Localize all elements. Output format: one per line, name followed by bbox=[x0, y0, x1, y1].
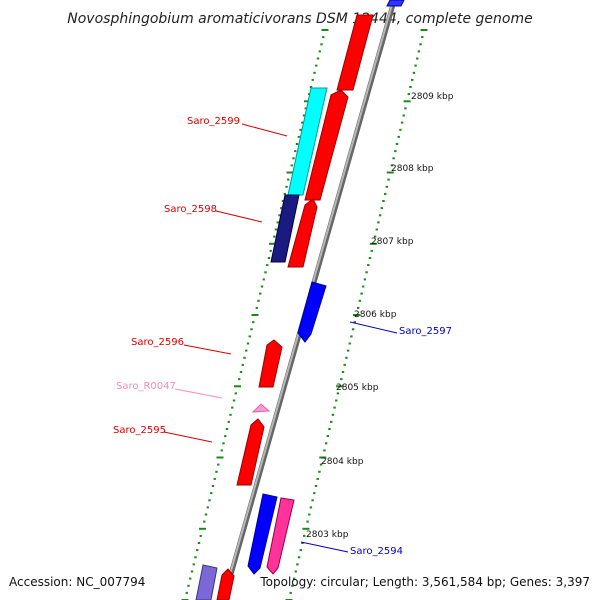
scale-labels: 2809 kbp 2808 kbp 2807 kbp 2806 kbp 2805… bbox=[306, 92, 454, 540]
gene-arrow-saro-2594-blue[interactable] bbox=[247, 493, 278, 575]
accession-text: Accession: NC_007794 bbox=[9, 575, 145, 589]
scale-label: 2807 kbp bbox=[371, 237, 414, 247]
gene-arrow-saro-2596[interactable] bbox=[258, 339, 283, 388]
map-title: Novosphingobium aromaticivorans DSM 1244… bbox=[67, 11, 532, 27]
gene-arrow-saro-2599[interactable] bbox=[304, 89, 349, 201]
scale-label: 2805 kbp bbox=[336, 383, 379, 393]
gene-arrow-saro-2595[interactable] bbox=[236, 418, 265, 486]
scale-label: 2803 kbp bbox=[306, 530, 349, 540]
gene-arrow-saro-2599-cyan[interactable] bbox=[287, 87, 328, 196]
gene-arrow-saro-2598[interactable] bbox=[287, 198, 318, 268]
scale-label: 2804 kbp bbox=[321, 457, 364, 467]
gene-arrow-saro-2594-pink[interactable] bbox=[266, 497, 295, 575]
gene-arrow-top-blue[interactable] bbox=[386, 0, 405, 7]
gene-label-saro-r0047[interactable]: Saro_R0047 bbox=[116, 381, 176, 392]
gene-arrow[interactable] bbox=[336, 14, 374, 91]
gene-label-saro-2594[interactable]: Saro_2594 bbox=[350, 546, 403, 557]
gene-arrow-saro-2598-navy[interactable] bbox=[270, 194, 300, 263]
gene-arrow-purple[interactable] bbox=[195, 564, 218, 600]
gene-arrow[interactable] bbox=[216, 568, 235, 600]
gene-label-saro-2599[interactable]: Saro_2599 bbox=[187, 116, 240, 127]
gene-labels: Saro_2599 Saro_2598 Saro_2597 Saro_2596 … bbox=[113, 116, 452, 557]
rna-saro-r0047[interactable] bbox=[251, 403, 271, 413]
scale-label: 2809 kbp bbox=[411, 92, 454, 102]
gene-label-saro-2597[interactable]: Saro_2597 bbox=[399, 326, 452, 337]
gene-arrow-saro-2597[interactable] bbox=[297, 281, 327, 343]
scale-label: 2808 kbp bbox=[391, 164, 434, 174]
reverse-strand-genes bbox=[247, 0, 405, 575]
gene-label-saro-2595[interactable]: Saro_2595 bbox=[113, 425, 166, 436]
topology-text: Topology: circular; Length: 3,561,584 bp… bbox=[259, 575, 590, 589]
forward-strand-genes bbox=[195, 14, 374, 600]
scale-label: 2806 kbp bbox=[354, 310, 397, 320]
tick-tracks bbox=[181, 29, 428, 600]
gene-label-saro-2598[interactable]: Saro_2598 bbox=[164, 204, 217, 215]
gene-label-saro-2596[interactable]: Saro_2596 bbox=[131, 337, 184, 348]
